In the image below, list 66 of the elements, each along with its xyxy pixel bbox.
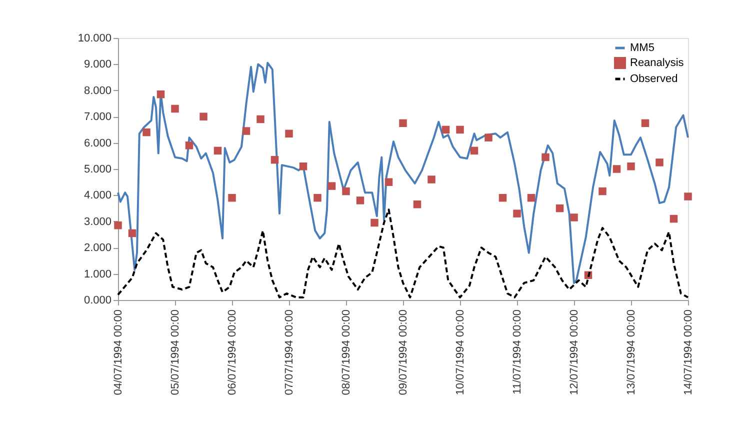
x-tick-label: 08/07/1994 00:00 — [340, 310, 352, 396]
point — [442, 126, 450, 134]
point — [114, 221, 122, 230]
y-tick-label: 6.000 — [84, 137, 112, 150]
legend-label: MM5 — [630, 42, 654, 54]
point — [570, 214, 578, 222]
point — [356, 196, 364, 204]
point — [456, 126, 464, 134]
y-tick-label: 9.000 — [84, 58, 112, 71]
y-tick-label: 4.000 — [84, 190, 112, 202]
point — [470, 146, 478, 155]
point — [399, 119, 407, 128]
x-tick-label: 04/07/1994 00:00 — [112, 310, 124, 396]
point — [627, 162, 635, 170]
point — [641, 119, 650, 128]
x-tick-label: 12/07/1994 00:00 — [568, 310, 580, 396]
point — [670, 214, 678, 223]
y-tick-label: 5.000 — [84, 164, 112, 176]
point — [542, 153, 550, 162]
point — [214, 146, 222, 155]
point — [171, 104, 179, 113]
point — [484, 134, 492, 142]
point — [128, 229, 136, 238]
x-tick-label: 07/07/1994 00:00 — [284, 310, 296, 396]
x-tick-label: 10/07/1994 00:00 — [454, 310, 466, 396]
y-tick-label: 3.000 — [84, 216, 112, 228]
x-tick-label: 05/07/1994 00:00 — [170, 310, 182, 396]
x-tick-label: 11/07/1994 00:00 — [512, 310, 524, 394]
point — [684, 192, 692, 200]
point — [270, 156, 279, 164]
y-tick-label: 8.000 — [84, 84, 112, 97]
y-tick-label: 0.000 — [84, 294, 112, 306]
point — [370, 218, 378, 227]
point — [242, 127, 250, 135]
point — [299, 162, 308, 170]
y-tick-label: 7.000 — [84, 111, 112, 124]
point — [200, 112, 208, 120]
point — [328, 182, 336, 190]
point — [185, 142, 194, 150]
point — [656, 158, 664, 166]
y-tick-label: 1.000 — [84, 268, 112, 280]
x-tick-label: 09/07/1994 00:00 — [398, 310, 410, 396]
point — [228, 194, 236, 202]
x-tick-label: 06/07/1994 00:00 — [226, 310, 238, 396]
line-series — [117, 208, 689, 298]
point — [598, 187, 606, 196]
y-tick-label: 2.000 — [84, 242, 112, 254]
point — [384, 178, 393, 186]
point — [256, 115, 264, 124]
point — [513, 210, 521, 218]
point — [142, 128, 150, 136]
point — [413, 200, 422, 208]
point — [342, 187, 350, 196]
point — [527, 194, 536, 202]
point — [285, 130, 293, 138]
point — [314, 194, 322, 202]
point — [428, 176, 436, 184]
y-tick-label: 10.000 — [78, 32, 112, 44]
point — [556, 204, 564, 212]
legend-label: Observed — [630, 73, 678, 85]
point — [156, 90, 165, 98]
point — [498, 194, 507, 202]
x-tick-label: 14/07/1994 00:00 — [682, 310, 694, 396]
point — [612, 165, 621, 173]
x-tick-label: 13/07/1994 00:00 — [626, 310, 638, 396]
legend-label: Reanalysis — [630, 57, 684, 69]
